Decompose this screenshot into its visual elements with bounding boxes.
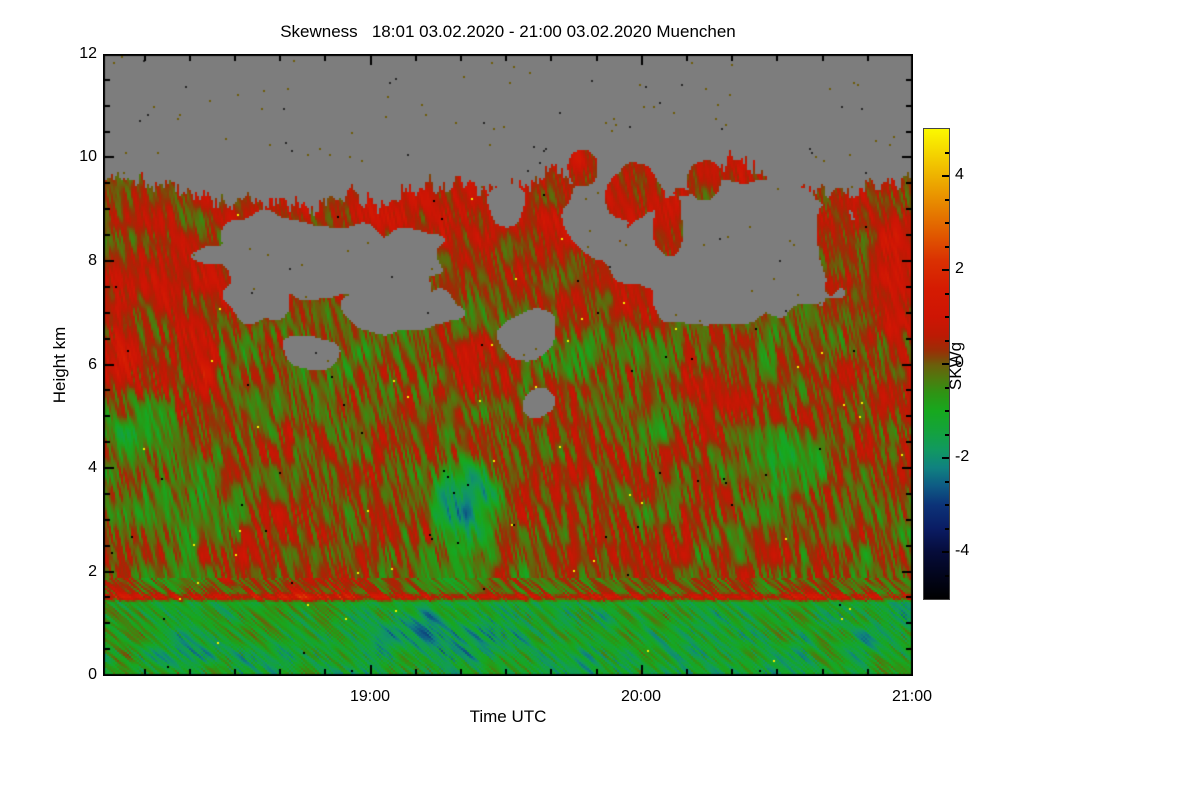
colorbar-tick	[945, 199, 949, 201]
chart-title: Skewness 18:01 03.02.2020 - 21:00 03.02.…	[280, 22, 736, 41]
colorbar-title: SKWg	[946, 341, 965, 391]
colorbar-tick-label: -2	[955, 448, 970, 465]
y-tick-label: 10	[79, 148, 97, 165]
colorbar-tick	[945, 575, 949, 577]
colorbar-tick	[945, 340, 949, 342]
colorbar-tick	[945, 504, 949, 506]
colorbar-tick-label: -4	[955, 542, 970, 559]
colorbar	[923, 128, 950, 600]
colorbar-tick	[942, 175, 949, 177]
colorbar-tick	[942, 551, 949, 553]
colorbar-tick	[945, 316, 949, 318]
y-tick-label: 8	[88, 252, 97, 269]
colorbar-tick	[942, 269, 949, 271]
colorbar-tick-label: 2	[955, 260, 964, 277]
y-tick-label: 0	[88, 666, 97, 683]
y-axis-label: Height km	[50, 326, 69, 404]
colorbar-tick	[942, 457, 949, 459]
colorbar-tick	[945, 152, 949, 154]
y-tick-label: 2	[88, 563, 97, 580]
y-tick-label: 12	[79, 45, 97, 62]
colorbar-tick	[945, 481, 949, 483]
x-tick-label: 21:00	[891, 688, 933, 705]
colorbar-tick-label: 0	[955, 354, 964, 371]
colorbar-tick	[942, 363, 949, 365]
x-tick-label: 19:00	[349, 688, 391, 705]
colorbar-tick	[945, 387, 949, 389]
colorbar-tick	[945, 410, 949, 412]
y-tick-label: 6	[88, 356, 97, 373]
colorbar-tick	[945, 434, 949, 436]
colorbar-tick	[945, 246, 949, 248]
y-tick-label: 4	[88, 459, 97, 476]
x-tick-label: 20:00	[620, 688, 662, 705]
colorbar-tick	[945, 222, 949, 224]
x-axis-label: Time UTC	[469, 707, 547, 726]
skewness-heatmap	[103, 54, 913, 676]
colorbar-tick	[945, 293, 949, 295]
colorbar-tick-label: 4	[955, 166, 964, 183]
colorbar-tick	[945, 528, 949, 530]
